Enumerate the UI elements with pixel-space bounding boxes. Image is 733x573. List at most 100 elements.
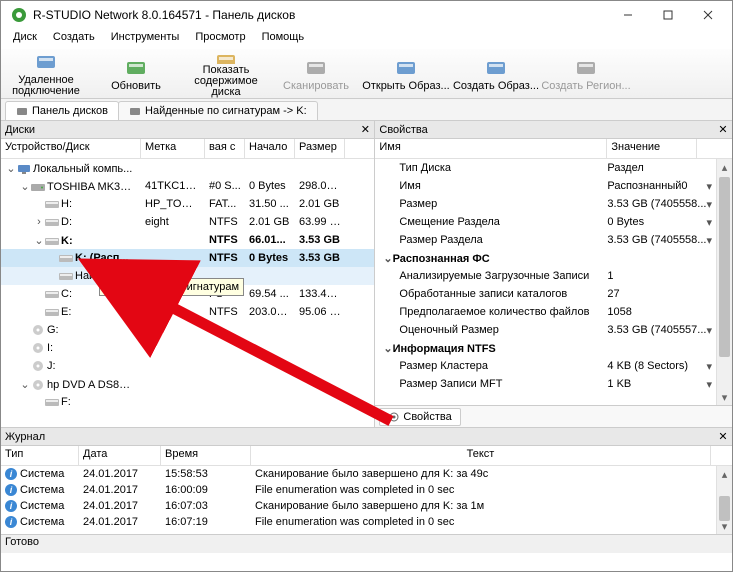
disk-row[interactable]: ⌄TOSHIBA MK326...41TKC1VIT#0 S...0 Bytes… <box>1 177 374 195</box>
journal-close[interactable]: ✕ <box>716 429 730 443</box>
properties-panel-title: Свойства <box>379 124 427 136</box>
toolbar-icon <box>574 56 598 80</box>
properties-scrollbar[interactable]: ▴ ▾ <box>716 159 732 405</box>
column-header[interactable]: Устройство/Диск <box>1 139 141 158</box>
disk-row[interactable]: H:HP_TOOLSFAT...31.50 ...2.01 GB <box>1 195 374 213</box>
dropdown-icon[interactable]: ▾ <box>706 234 712 247</box>
property-row[interactable]: Размер Записи MFT1 KB▾ <box>375 375 716 393</box>
disk-row[interactable]: ⌄hp DVD A DS8A5... <box>1 375 374 393</box>
journal-cell: 24.01.2017 <box>79 468 161 480</box>
scroll-down-icon[interactable]: ▾ <box>717 518 732 534</box>
close-button[interactable] <box>688 1 728 29</box>
toolbar-Обновить[interactable]: Обновить <box>91 49 181 98</box>
property-row[interactable]: Оценочный Размер3.53 GB (7405557...▾ <box>375 321 716 339</box>
journal-row[interactable]: i Система24.01.201716:07:03Сканирование … <box>1 498 716 514</box>
disks-tree[interactable]: ⌄Локальный компь...⌄TOSHIBA MK326...41TK… <box>1 159 374 427</box>
property-row[interactable]: ⌄Информация NTFS <box>375 339 716 357</box>
info-icon: i <box>5 516 17 528</box>
toolbar-icon <box>394 56 418 80</box>
column-header[interactable]: Размер <box>295 139 345 158</box>
journal-row[interactable]: i Система24.01.201715:58:53Сканирование … <box>1 466 716 482</box>
property-value: 1 KB▾ <box>607 378 716 391</box>
disk-cell: 41TKC1VIT <box>141 180 205 192</box>
disk-cell: NTFS <box>205 234 245 246</box>
property-row[interactable]: ⌄Распознанная ФС <box>375 249 716 267</box>
column-header[interactable]: Имя <box>375 139 607 158</box>
property-row[interactable]: Смещение Раздела0 Bytes▾ <box>375 213 716 231</box>
toolbar-Создать[interactable]: Создать Образ... <box>451 49 541 98</box>
vol-icon <box>45 236 59 246</box>
menu-Помощь[interactable]: Помощь <box>254 29 313 49</box>
journal-column[interactable]: Тип <box>1 446 79 465</box>
disks-panel-close[interactable]: ✕ <box>358 122 372 136</box>
journal-column[interactable]: Время <box>161 446 251 465</box>
menu-Просмотр[interactable]: Просмотр <box>187 29 253 49</box>
properties-list[interactable]: Тип ДискаРазделИмяРаспознанный0▾Размер3.… <box>375 159 716 405</box>
scroll-up-icon[interactable]: ▴ <box>717 159 732 175</box>
tab[interactable]: Панель дисков <box>5 101 119 120</box>
menu-Инструменты[interactable]: Инструменты <box>103 29 188 49</box>
disk-row[interactable]: ⌄Локальный компь... <box>1 159 374 177</box>
property-row[interactable]: Размер Кластера4 KB (8 Sectors)▾ <box>375 357 716 375</box>
tree-toggle[interactable]: ⌄ <box>19 180 31 193</box>
hdd-icon <box>31 182 45 192</box>
journal-cell: File enumeration was completed in 0 sec <box>251 484 711 496</box>
disk-cell: 0 Bytes <box>245 180 295 192</box>
properties-subtab-button[interactable]: Свойства <box>379 408 460 426</box>
property-row[interactable]: Размер Раздела3.53 GB (7405558...▾ <box>375 231 716 249</box>
disk-row[interactable]: I: <box>1 339 374 357</box>
property-row[interactable]: ИмяРаспознанный0▾ <box>375 177 716 195</box>
dropdown-icon[interactable]: ▾ <box>706 198 712 211</box>
disk-row[interactable]: J: <box>1 357 374 375</box>
scroll-up-icon[interactable]: ▴ <box>717 466 732 482</box>
disk-row[interactable]: K: (Расп...NTFS0 Bytes3.53 GB <box>1 249 374 267</box>
dropdown-icon[interactable]: ▾ <box>706 180 712 193</box>
property-row[interactable]: Обработанные записи каталогов27 <box>375 285 716 303</box>
disk-cell: 3.53 GB <box>295 234 345 246</box>
column-header[interactable]: Начало <box>245 139 295 158</box>
property-row[interactable]: Анализируемые Загрузочные Записи1 <box>375 267 716 285</box>
expand-icon[interactable]: ⌄ <box>383 343 392 355</box>
maximize-button[interactable] <box>648 1 688 29</box>
tree-toggle[interactable]: ⌄ <box>5 162 17 175</box>
scroll-down-icon[interactable]: ▾ <box>717 389 732 405</box>
toolbar-Открыть[interactable]: Открыть Образ... <box>361 49 451 98</box>
journal-column[interactable]: Дата <box>79 446 161 465</box>
scroll-thumb[interactable] <box>719 177 730 357</box>
properties-panel-close[interactable]: ✕ <box>716 122 730 136</box>
journal-row[interactable]: i Система24.01.201716:07:19File enumerat… <box>1 514 716 530</box>
disk-row[interactable]: F: <box>1 393 374 411</box>
column-header[interactable]: Значение <box>607 139 697 158</box>
journal-header: Журнал ✕ <box>1 428 732 446</box>
menu-Диск[interactable]: Диск <box>5 29 45 49</box>
tree-toggle[interactable]: › <box>33 216 45 228</box>
toolbar-Показать[interactable]: Показать содержимое диска <box>181 49 271 98</box>
property-row[interactable]: Предполагаемое количество файлов1058 <box>375 303 716 321</box>
expand-icon[interactable]: ⌄ <box>383 253 392 265</box>
disk-row[interactable]: ›D:eightNTFS2.01 GB63.99 GB <box>1 213 374 231</box>
journal-body[interactable]: i Система24.01.201715:58:53Сканирование … <box>1 466 716 534</box>
tree-toggle[interactable]: ⌄ <box>19 378 31 391</box>
tab[interactable]: Найденные по сигнатурам -> K: <box>118 101 318 120</box>
property-row[interactable]: Тип ДискаРаздел <box>375 159 716 177</box>
property-row[interactable]: Размер3.53 GB (7405558...▾ <box>375 195 716 213</box>
journal-scrollbar[interactable]: ▴ ▾ <box>716 466 732 534</box>
column-header[interactable]: Метка <box>141 139 205 158</box>
tree-toggle[interactable]: ⌄ <box>33 234 45 247</box>
dropdown-icon[interactable]: ▾ <box>706 360 712 373</box>
column-header[interactable]: вая с <box>205 139 245 158</box>
dropdown-icon[interactable]: ▾ <box>706 378 712 391</box>
menu-Создать[interactable]: Создать <box>45 29 103 49</box>
journal-column[interactable]: Текст <box>251 446 711 465</box>
disk-row[interactable]: E:NTFS203.03...95.06 GB <box>1 303 374 321</box>
toolbar-Удаленное[interactable]: Удаленное подключение <box>1 49 91 98</box>
disk-cell: 69.54 ... <box>245 288 295 300</box>
disk-row[interactable]: ⌄K:NTFS66.01...3.53 GB <box>1 231 374 249</box>
journal-row[interactable]: i Система24.01.201716:00:09File enumerat… <box>1 482 716 498</box>
disk-row[interactable]: G: <box>1 321 374 339</box>
dropdown-icon[interactable]: ▾ <box>706 324 712 337</box>
vol-icon <box>45 217 59 227</box>
disk-name: I: <box>47 342 53 354</box>
minimize-button[interactable] <box>608 1 648 29</box>
dropdown-icon[interactable]: ▾ <box>706 216 712 229</box>
